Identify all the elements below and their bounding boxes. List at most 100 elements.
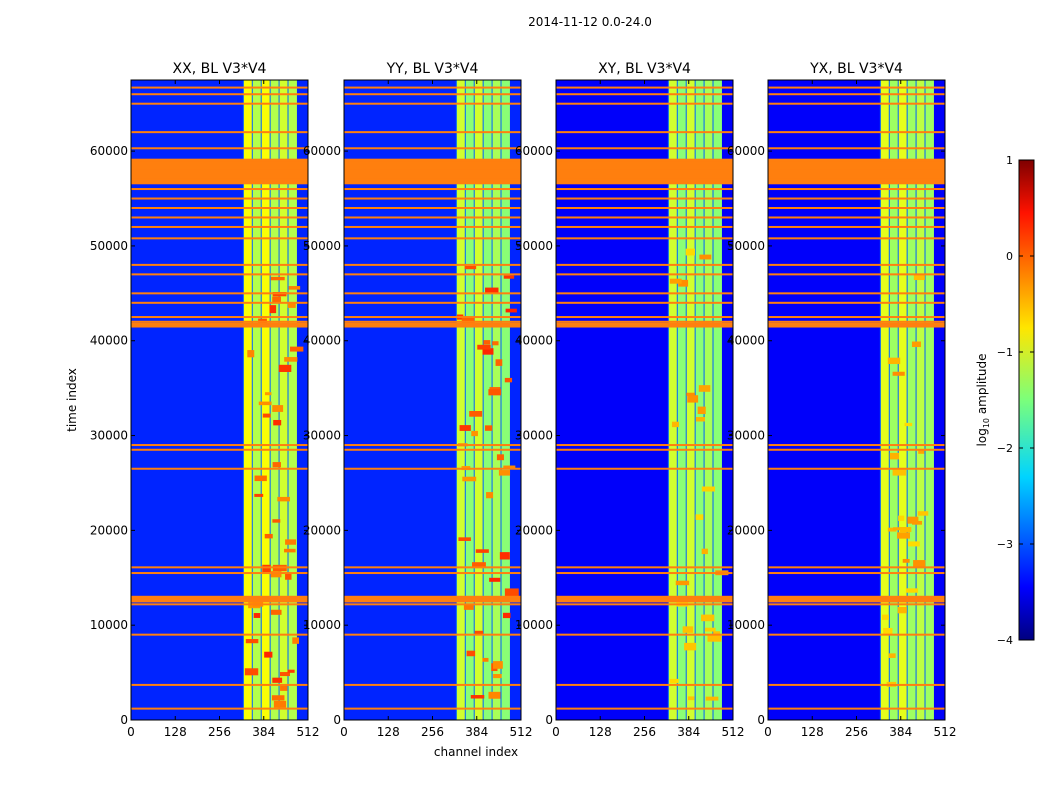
bright-patch bbox=[278, 364, 292, 372]
panel-title: YY, BL V3*V4 bbox=[386, 61, 479, 77]
y-tick-label: 50000 bbox=[303, 239, 341, 253]
band-column bbox=[465, 80, 475, 720]
bright-patch bbox=[502, 612, 511, 619]
colorbar-tick-label: −1 bbox=[997, 346, 1013, 359]
band-column bbox=[501, 80, 510, 720]
bright-patch bbox=[912, 520, 923, 525]
flagged-row bbox=[344, 707, 521, 710]
x-tick-label: 256 bbox=[845, 725, 868, 739]
flagged-row bbox=[768, 603, 945, 606]
flagged-row bbox=[344, 320, 521, 323]
band-column bbox=[279, 80, 289, 720]
bright-patch bbox=[488, 691, 501, 699]
flagged-row bbox=[556, 566, 733, 569]
bright-patch bbox=[907, 516, 919, 524]
colorbar-tick-label: −4 bbox=[997, 634, 1013, 647]
flagged-row bbox=[768, 93, 945, 96]
bright-patch bbox=[892, 468, 906, 476]
bright-patch bbox=[483, 340, 491, 345]
x-tick-label: 512 bbox=[934, 725, 957, 739]
bright-patch bbox=[889, 452, 899, 460]
bright-patch bbox=[493, 674, 502, 679]
bright-patch bbox=[669, 278, 682, 284]
bright-patch bbox=[892, 371, 905, 376]
bright-patch bbox=[258, 401, 272, 406]
band-column bbox=[456, 80, 466, 720]
bright-patch bbox=[458, 537, 471, 541]
y-tick-label: 50000 bbox=[727, 239, 765, 253]
x-tick-label: 256 bbox=[421, 725, 444, 739]
flagged-row bbox=[131, 225, 308, 228]
flagged-row bbox=[344, 316, 521, 319]
y-tick-label: 30000 bbox=[90, 429, 128, 443]
x-tick-label: 128 bbox=[377, 725, 400, 739]
flagged-row bbox=[344, 216, 521, 219]
flagged-block bbox=[131, 322, 308, 326]
flagged-row bbox=[131, 325, 308, 328]
bright-patch bbox=[269, 305, 277, 314]
flagged-row bbox=[768, 273, 945, 276]
flagged-row bbox=[131, 263, 308, 266]
bright-patch bbox=[466, 650, 476, 657]
flagged-row bbox=[344, 178, 521, 181]
bright-patch bbox=[678, 279, 689, 287]
flagged-row bbox=[131, 444, 308, 447]
bright-patch bbox=[488, 389, 502, 396]
bright-patch bbox=[675, 580, 690, 586]
flagged-row bbox=[768, 325, 945, 328]
flagged-row bbox=[768, 178, 945, 181]
colorbar-tick-label: 0 bbox=[1006, 250, 1013, 263]
band-column bbox=[713, 80, 722, 720]
bright-patch bbox=[917, 511, 929, 516]
bright-patch bbox=[272, 296, 281, 304]
y-tick-label: 10000 bbox=[90, 618, 128, 632]
y-tick-label: 0 bbox=[120, 713, 128, 727]
flagged-row bbox=[344, 444, 521, 447]
y-tick-label: 0 bbox=[333, 713, 341, 727]
x-tick-label: 512 bbox=[722, 725, 745, 739]
colorbar-label: log10 amplitude bbox=[975, 354, 991, 447]
y-tick-label: 20000 bbox=[90, 523, 128, 537]
flagged-row bbox=[556, 216, 733, 219]
bright-patch bbox=[469, 411, 483, 417]
bright-patch bbox=[270, 276, 285, 281]
bright-patch bbox=[896, 532, 910, 539]
x-tick-label: 128 bbox=[589, 725, 612, 739]
bright-patch bbox=[272, 405, 284, 412]
band-column bbox=[889, 80, 899, 720]
bright-patch bbox=[273, 419, 282, 426]
flagged-row bbox=[768, 225, 945, 228]
band-column bbox=[252, 80, 262, 720]
bright-patch bbox=[284, 357, 298, 362]
bright-patch bbox=[495, 359, 503, 366]
bright-patch bbox=[272, 677, 283, 683]
bright-patch bbox=[907, 541, 920, 547]
bright-patch bbox=[472, 562, 486, 568]
bright-patch bbox=[503, 275, 515, 279]
flagged-row bbox=[556, 273, 733, 276]
y-tick-label: 50000 bbox=[515, 239, 553, 253]
bright-patch bbox=[262, 564, 271, 573]
flagged-row bbox=[768, 301, 945, 304]
bright-patch bbox=[887, 357, 901, 365]
flagged-row bbox=[131, 598, 308, 601]
flagged-row bbox=[131, 707, 308, 710]
flagged-row bbox=[344, 237, 521, 240]
flagged-row bbox=[556, 683, 733, 686]
flagged-row bbox=[556, 572, 733, 575]
bright-patch bbox=[287, 303, 296, 308]
flagged-row bbox=[131, 178, 308, 181]
flagged-row bbox=[344, 147, 521, 150]
flagged-row bbox=[768, 207, 945, 209]
bright-patch bbox=[882, 614, 889, 620]
bright-patch bbox=[277, 496, 290, 502]
flagged-row bbox=[344, 598, 521, 601]
flagged-row bbox=[556, 188, 733, 191]
flagged-row bbox=[131, 316, 308, 319]
bright-patch bbox=[264, 651, 273, 658]
flagged-row bbox=[556, 225, 733, 228]
bright-patch bbox=[505, 308, 517, 313]
bright-patch bbox=[887, 527, 897, 532]
flagged-row bbox=[344, 633, 521, 636]
colorbar-scale bbox=[1018, 159, 1035, 641]
